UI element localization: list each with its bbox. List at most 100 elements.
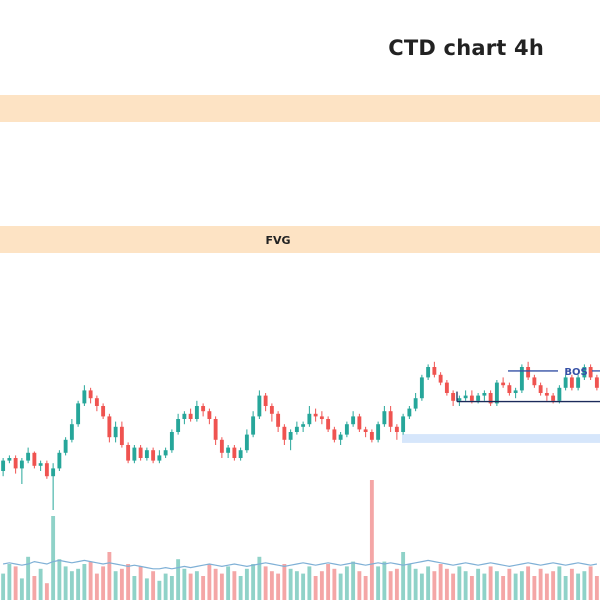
volume-bar: [307, 566, 312, 600]
chart-title: CTD chart 4h: [388, 36, 544, 60]
fvg-label: FVG: [265, 234, 290, 247]
volume-bar: [351, 561, 356, 600]
volume-bar: [176, 559, 181, 600]
candle-up: [169, 432, 174, 451]
candle-down: [119, 426, 124, 445]
candle-down: [101, 406, 106, 417]
candle-up: [226, 447, 231, 453]
volume-bar: [194, 571, 199, 600]
candle-up: [494, 382, 499, 404]
candle-up: [294, 426, 299, 432]
candle-up: [144, 450, 149, 458]
candle-down: [532, 377, 537, 386]
candle-up: [113, 426, 118, 438]
volume-bar: [313, 576, 318, 600]
candle-down: [138, 447, 143, 458]
volume-bar: [288, 568, 293, 600]
candle-down: [544, 393, 549, 396]
candle-up: [338, 434, 343, 440]
candle-up: [257, 395, 262, 417]
volume-bar: [382, 561, 387, 600]
volume-bar: [326, 564, 331, 600]
candle-up: [457, 398, 462, 401]
volume-bar: [476, 568, 481, 600]
candle-up: [51, 468, 56, 477]
candle-down: [126, 445, 131, 461]
candle-up: [26, 452, 31, 461]
candle-up: [344, 424, 349, 435]
candle-up: [376, 424, 381, 440]
volume-bar: [269, 571, 274, 600]
candle-down: [319, 416, 324, 419]
volume-bar: [419, 573, 424, 600]
volume-bar: [463, 571, 468, 600]
volume-bar: [526, 566, 531, 600]
candle-up: [251, 416, 256, 435]
candle-down: [44, 463, 49, 477]
volume-bar: [594, 576, 599, 600]
volume-bar: [263, 566, 268, 600]
candle-up: [476, 395, 481, 401]
candle-down: [432, 367, 437, 375]
volume-bar: [32, 576, 37, 600]
candle-down: [357, 416, 362, 430]
candle-up: [307, 413, 312, 425]
candle-down: [507, 385, 512, 393]
volume-bar: [582, 571, 587, 600]
volume-bar: [126, 564, 131, 600]
candle-up: [57, 452, 62, 469]
candle-down: [538, 385, 543, 393]
volume-bar: [138, 566, 143, 600]
candle-up: [38, 463, 43, 466]
candle-up: [1, 460, 6, 471]
volume-bar: [338, 573, 343, 600]
candle-down: [526, 367, 531, 378]
candle-down: [232, 447, 237, 458]
candle-down: [151, 450, 156, 461]
volume-bar: [513, 573, 518, 600]
candle-down: [363, 429, 368, 432]
volume-bar: [7, 564, 12, 600]
volume-bar: [407, 564, 412, 600]
volume-bar: [157, 580, 162, 600]
candle-down: [551, 395, 556, 401]
candle-up: [382, 411, 387, 425]
candle-up: [69, 424, 74, 440]
candle-up: [182, 413, 187, 419]
volume-bar: [301, 573, 306, 600]
candle-up: [482, 393, 487, 396]
volume-bar: [69, 571, 74, 600]
candle-down: [188, 413, 193, 419]
volume-bar: [551, 571, 556, 600]
candle-down: [488, 393, 493, 404]
volume-bar: [507, 568, 512, 600]
zones-layer: [0, 95, 600, 443]
volume-bar: [401, 552, 406, 600]
volume-bar: [82, 564, 87, 600]
volume-bar: [363, 576, 368, 600]
candle-down: [594, 377, 599, 388]
candle-down: [32, 452, 37, 466]
volume-bar: [144, 578, 149, 600]
volume-bar: [588, 566, 593, 600]
volume-bar: [132, 576, 137, 600]
volume-bar: [188, 573, 193, 600]
candle-up: [351, 416, 356, 425]
volume-bar: [213, 568, 218, 600]
volume-bar: [244, 568, 249, 600]
candle-down: [569, 377, 574, 388]
candles-layer: [1, 361, 599, 510]
volume-bar: [469, 576, 474, 600]
volume-bar: [563, 576, 568, 600]
candle-down: [444, 382, 449, 393]
volume-bar: [369, 480, 374, 600]
volume-bar: [488, 566, 493, 600]
candle-down: [588, 367, 593, 378]
candle-up: [19, 460, 24, 469]
candle-down: [107, 416, 112, 438]
demand-zone: [402, 434, 600, 443]
candle-up: [244, 434, 249, 451]
candle-down: [88, 390, 93, 399]
volume-layer: [1, 480, 599, 600]
volume-bar: [219, 573, 224, 600]
